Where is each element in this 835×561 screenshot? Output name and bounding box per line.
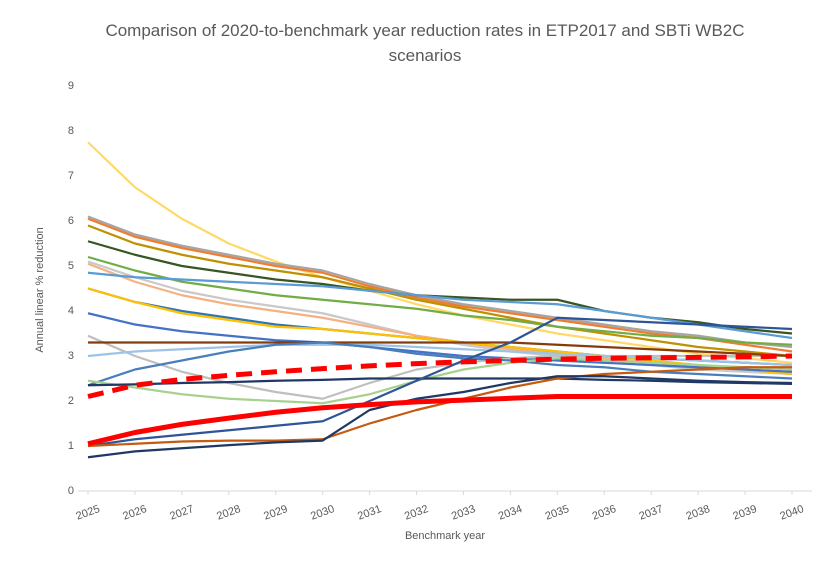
x-tick-label: 2031 [356,503,383,523]
y-axis-label: Annual linear % reduction [34,227,46,352]
x-tick-label: 2025 [74,503,101,523]
y-tick-label: 2 [68,395,74,407]
series-line [87,357,793,405]
y-tick-label: 6 [68,215,74,227]
series-line [87,271,793,340]
x-tick-label: 2032 [403,503,430,523]
series-line [87,217,793,353]
series-line [87,215,793,349]
y-tick-label: 9 [68,80,74,92]
y-tick-label: 7 [68,170,74,182]
x-tick-label: 2034 [497,503,524,523]
series-line [87,366,792,448]
y-tick-label: 1 [68,440,74,452]
x-tick-label: 2033 [450,503,477,523]
x-tick-label: 2026 [121,503,148,523]
series-line [87,312,793,373]
series-line [87,262,793,376]
x-tick-label: 2035 [544,503,571,523]
series-line [87,141,793,364]
series-line [87,316,793,448]
x-tick-label: 2029 [262,503,289,523]
series-line [87,341,793,387]
series-line [87,394,792,447]
chart-title: Comparison of 2020-to-benchmark year red… [105,21,745,65]
y-tick-label: 8 [68,125,74,137]
x-tick-label: 2030 [309,503,336,523]
series-line [87,240,793,335]
x-tick-label: 2040 [778,503,805,523]
y-tick-label: 5 [68,260,74,272]
series-line [88,341,793,358]
x-tick-label: 2036 [591,503,618,523]
y-tick-label: 4 [68,305,74,317]
series-line [87,224,793,358]
x-tick-label: 2039 [731,503,758,523]
x-axis-label: Benchmark year [405,530,485,542]
y-tick-label: 0 [68,485,74,497]
series-line [87,377,793,387]
x-tick-label: 2037 [638,503,665,523]
x-tick-label: 2038 [685,503,712,523]
series-line [87,353,793,399]
series-line [87,255,793,346]
series-line [87,375,793,459]
x-tick-label: 2027 [168,503,195,523]
y-tick-label: 3 [68,350,74,362]
series-line [87,287,793,376]
x-tick-label: 2028 [215,503,242,523]
